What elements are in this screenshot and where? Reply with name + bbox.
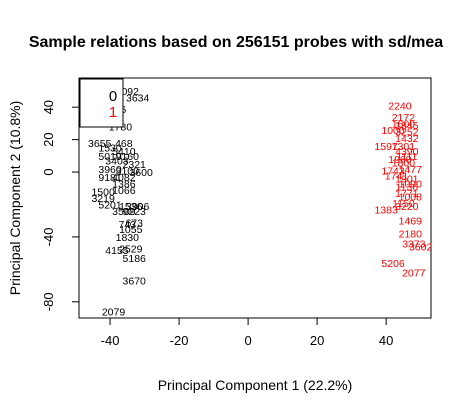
point-label-group-0: 468 xyxy=(115,138,133,150)
point-label-group-0: 4155 xyxy=(105,245,129,257)
x-tick-label: 20 xyxy=(310,333,324,348)
point-label-group-0: 3219 xyxy=(91,193,115,205)
point-label-group-0: 1055 xyxy=(119,224,143,236)
point-label-group-1: 1301 xyxy=(392,141,416,153)
point-label-group-0: 1536 xyxy=(119,201,143,213)
x-tick-label: -40 xyxy=(101,333,120,348)
point-label-group-1: 1477 xyxy=(399,164,423,176)
point-label-group-1: 2172 xyxy=(392,112,416,124)
x-tick-label: 40 xyxy=(379,333,393,348)
data-labels: 1092363446941780468365515305410501091603… xyxy=(88,86,432,319)
point-label-group-1: 1432 xyxy=(395,133,419,145)
point-label-group-1: 1000 xyxy=(381,125,405,137)
y-tick-label: -40 xyxy=(41,228,56,247)
y-tick-label: 20 xyxy=(41,132,56,146)
point-label-group-1: 2077 xyxy=(402,268,426,280)
point-label-group-1: 1597 xyxy=(374,141,398,153)
point-label-group-0: 3600 xyxy=(129,167,153,179)
x-axis-label: Principal Component 1 (22.2%) xyxy=(158,377,353,393)
point-label-group-0: 5201 xyxy=(98,199,122,211)
y-tick-label: 40 xyxy=(41,100,56,114)
legend-item-1: 1 xyxy=(109,104,117,121)
x-tick-label: -20 xyxy=(170,333,189,348)
point-label-group-1: 2240 xyxy=(388,101,412,113)
point-label-group-1: 3252 xyxy=(395,127,419,139)
point-label-group-1: 1469 xyxy=(399,216,423,228)
point-label-group-1: 1771 xyxy=(395,188,419,200)
point-label-group-1: 3602 xyxy=(409,242,433,254)
point-label-group-1: 1845 xyxy=(395,120,419,132)
point-label-group-0: 4082 xyxy=(112,172,136,184)
point-label-group-0: 3670 xyxy=(123,276,147,288)
point-label-group-1: 1383 xyxy=(374,204,398,216)
legend-item-0: 0 xyxy=(109,88,117,105)
point-label-group-1: 1150 xyxy=(392,198,415,210)
point-label-group-1: 1136 xyxy=(396,182,419,194)
point-label-group-1: 1743 xyxy=(381,165,405,177)
point-label-group-0: 673 xyxy=(125,217,143,229)
point-label-group-1: 4390 xyxy=(395,146,419,158)
point-label-group-1: 1090 xyxy=(399,178,423,190)
point-label-group-0: 743 xyxy=(119,219,137,231)
point-label-group-0: 3655 xyxy=(88,138,112,150)
point-label-group-0: 9181 xyxy=(98,172,122,184)
legend: 0 1 xyxy=(79,78,124,128)
point-label-group-0: 3960 xyxy=(98,164,122,176)
point-label-group-0: 1500 xyxy=(91,187,115,199)
point-label-group-0: 2321 xyxy=(123,159,147,171)
point-label-group-0: 9223 xyxy=(123,206,147,218)
point-label-group-0: 5186 xyxy=(123,253,147,265)
x-axis: -40 -20 0 20 40 xyxy=(101,317,393,348)
point-label-group-1: 3373 xyxy=(402,238,426,250)
point-label-group-0: 1530 xyxy=(98,143,122,155)
point-label-group-1: 1741 xyxy=(385,170,409,182)
point-label-group-0: 5010 xyxy=(98,151,122,163)
y-tick-label: -80 xyxy=(41,292,56,311)
point-label-group-0: 3906 xyxy=(126,201,150,213)
y-tick-label: 0 xyxy=(41,168,56,175)
chart-title: Sample relations based on 256151 probes … xyxy=(29,34,443,51)
point-label-group-1: 1800 xyxy=(392,157,416,169)
point-label-group-0: 3403 xyxy=(105,156,129,168)
x-tick-label: 0 xyxy=(244,333,251,348)
point-label-group-1: 1111 xyxy=(396,151,417,163)
point-label-group-1: 3220 xyxy=(395,201,419,213)
point-label-group-0: 9160 xyxy=(116,151,140,163)
point-label-group-0: 1830 xyxy=(116,232,140,244)
point-label-group-0: 3100 xyxy=(116,165,140,177)
point-label-group-0: 2079 xyxy=(102,307,126,319)
y-axis-label: Principal Component 2 (10.8%) xyxy=(7,101,23,296)
point-label-group-1: 2180 xyxy=(399,229,423,241)
point-label-group-0: 1066 xyxy=(112,185,136,197)
point-label-group-1: 5206 xyxy=(381,258,405,270)
point-label-group-1: 1600 xyxy=(392,118,416,130)
point-label-group-0: 5410 xyxy=(112,146,136,158)
y-axis: 40 20 0 -40 -80 xyxy=(41,100,80,311)
point-label-group-1: 1008 xyxy=(399,191,423,203)
point-label-group-0: 1386 xyxy=(112,178,136,190)
point-label-group-0: 3634 xyxy=(126,92,150,104)
point-label-group-1: 1901 xyxy=(395,174,419,186)
point-label-group-0: 2529 xyxy=(119,243,143,255)
legend-box xyxy=(79,78,124,128)
point-label-group-0: 3509 xyxy=(112,206,136,218)
point-label-group-1: 1960 xyxy=(388,154,412,166)
